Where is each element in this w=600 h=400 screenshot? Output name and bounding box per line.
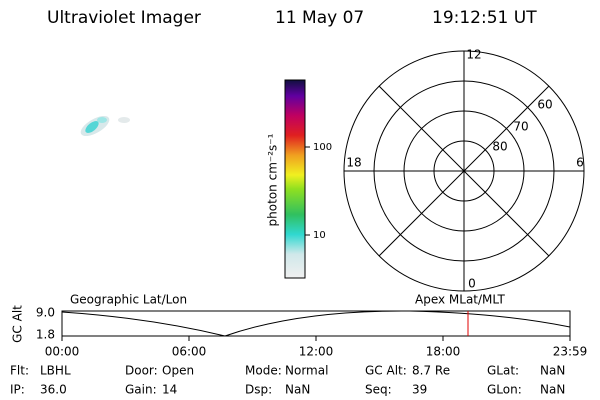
mlt-label: 0 <box>468 277 476 291</box>
info-label: Door: <box>125 364 158 378</box>
mlt-label: 6 <box>576 156 584 170</box>
info-label: GC Alt: <box>365 364 407 378</box>
x-tick-label: 06:00 <box>172 345 207 359</box>
info-label: Flt: <box>10 364 29 378</box>
timeline-ylabel: GC Alt <box>11 305 25 343</box>
x-tick-label: 18:00 <box>426 345 461 359</box>
x-tick-label: 23:59 <box>553 345 588 359</box>
colorbar-tick-label: 10 <box>313 230 326 241</box>
title: Ultraviolet Imager <box>47 8 201 28</box>
info-value: LBHL <box>40 364 71 378</box>
colorbar-label: photon cm⁻²s⁻¹ <box>266 133 280 226</box>
timeline-frame <box>61 310 571 337</box>
uv-image <box>80 115 130 137</box>
y-tick-label: 1.8 <box>36 328 55 342</box>
info-value: 39 <box>412 383 427 397</box>
mlt-label: 18 <box>346 156 361 170</box>
altitude-curve <box>61 310 571 337</box>
info-value: Normal <box>285 364 328 378</box>
colorbar-tick-label: 100 <box>313 142 332 153</box>
info-value: 36.0 <box>40 383 67 397</box>
mlat-label: 70 <box>513 120 528 134</box>
timeline-left-label: Geographic Lat/Lon <box>70 293 187 307</box>
info-value: 8.7 Re <box>412 364 450 378</box>
info-label: GLat: <box>487 364 519 378</box>
mlat-label: 60 <box>537 98 552 112</box>
timeline-right-label: Apex MLat/MLT <box>415 293 505 307</box>
info-value: NaN <box>540 383 565 397</box>
mlt-label: 12 <box>466 48 481 62</box>
time: 19:12:51 UT <box>432 8 537 28</box>
mlat-label: 80 <box>492 140 507 154</box>
info-value: NaN <box>285 383 310 397</box>
colorbar <box>284 79 306 279</box>
x-tick-label: 12:00 <box>299 345 334 359</box>
polar-grid <box>343 50 585 292</box>
info-label: Dsp: <box>245 383 272 397</box>
info-value: 14 <box>162 383 177 397</box>
info-value: NaN <box>540 364 565 378</box>
y-tick-label: 9.0 <box>36 306 55 320</box>
info-label: GLon: <box>487 383 522 397</box>
info-label: Mode: <box>245 364 282 378</box>
info-label: Gain: <box>125 383 157 397</box>
date: 11 May 07 <box>275 8 364 28</box>
info-label: IP: <box>10 383 25 397</box>
x-tick-label: 00:00 <box>45 345 80 359</box>
info-label: Seq: <box>365 383 392 397</box>
info-value: Open <box>162 364 194 378</box>
